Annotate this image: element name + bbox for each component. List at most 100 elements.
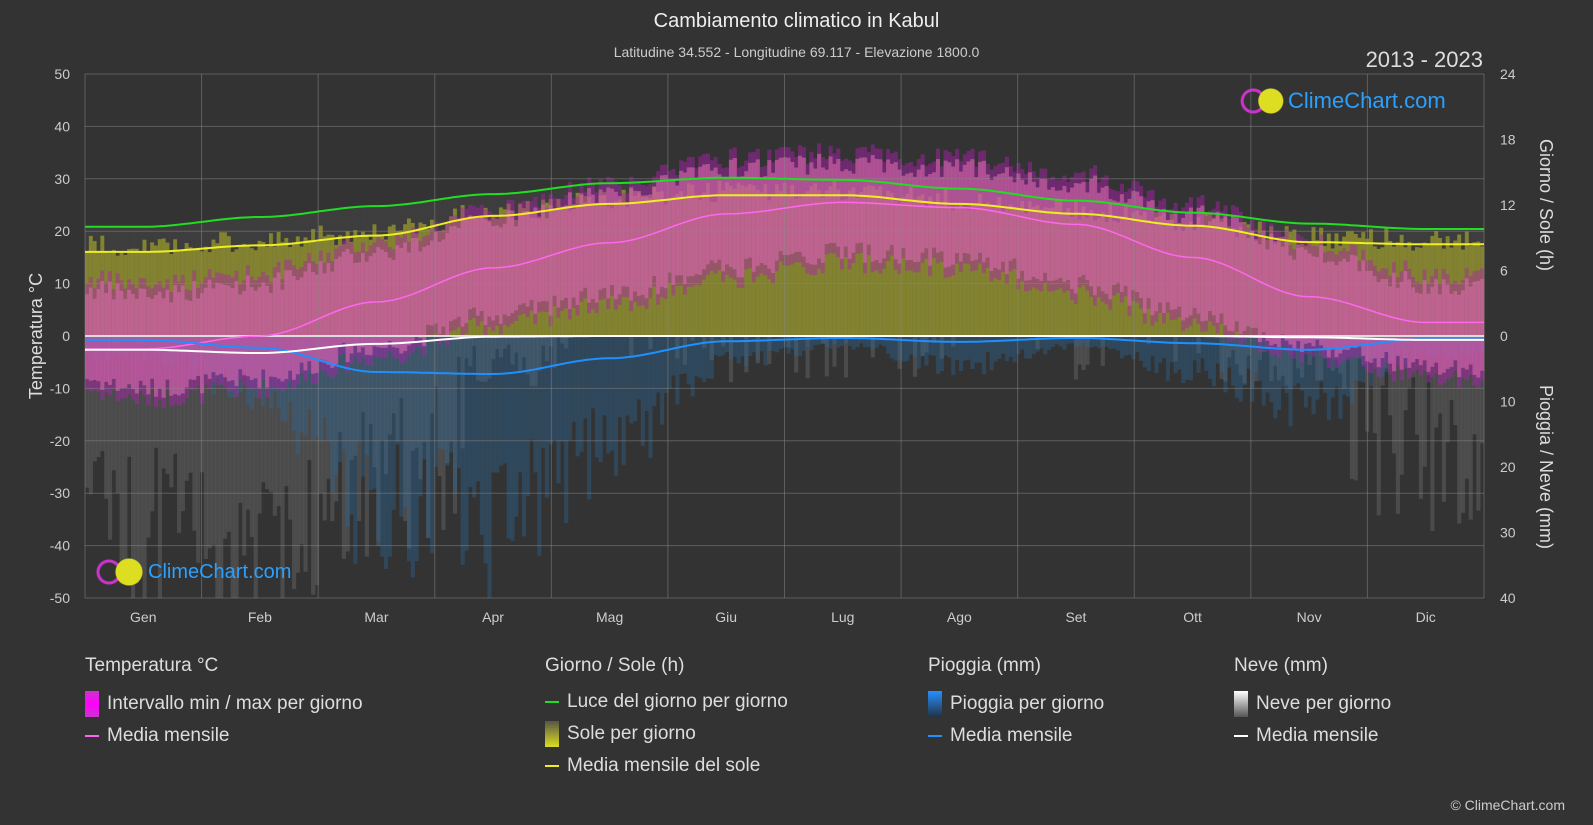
snow-bar	[1399, 336, 1404, 475]
temp-range-bar	[1185, 213, 1190, 318]
rain-bar	[855, 336, 860, 348]
rain-bar	[1020, 336, 1025, 350]
temp-range-bar	[253, 290, 258, 379]
rain-bar	[1211, 336, 1216, 387]
snow-bar	[192, 336, 197, 531]
rain-bar	[1142, 336, 1148, 368]
snow-bar	[1296, 336, 1301, 369]
sun-bar	[843, 199, 849, 336]
rain-bar	[874, 336, 879, 348]
snow-bar	[353, 336, 358, 456]
snow-bar	[514, 336, 519, 353]
rain-bar	[464, 336, 469, 551]
snow-bar	[111, 336, 116, 471]
temp-range-bar	[1146, 201, 1151, 299]
snow-bar	[242, 336, 247, 556]
snow-bar	[1219, 336, 1224, 380]
snow-bar	[939, 336, 944, 359]
legend-title: Giorno / Sole (h)	[545, 655, 685, 676]
temp-range-bar	[1445, 284, 1450, 369]
rain-bar	[1284, 336, 1289, 394]
temp-range-bar	[510, 210, 515, 314]
rain-bar	[1169, 336, 1174, 363]
rain-bar	[698, 336, 703, 378]
rain-bar	[909, 336, 914, 355]
snow-bar	[920, 336, 925, 356]
temp-range-bar	[1070, 187, 1075, 290]
temp-range-bar	[1238, 222, 1243, 334]
temp-range-bar	[1338, 261, 1343, 354]
rain-bar	[441, 336, 446, 450]
snow-bar	[1223, 336, 1228, 382]
snow-bar	[418, 336, 423, 480]
temp-range-bar	[981, 160, 987, 263]
temp-range-bar	[518, 213, 523, 305]
temp-range-bar	[579, 193, 584, 292]
left-tick-label: -20	[50, 433, 70, 449]
rain-bar	[1338, 336, 1343, 419]
rain-bar	[843, 336, 849, 343]
temp-range-bar	[717, 174, 722, 260]
rain-bar	[544, 336, 550, 498]
sun-bar	[713, 201, 718, 336]
sun-bar	[146, 251, 151, 336]
temp-range-bar	[1476, 280, 1481, 378]
rain-swatch	[928, 691, 942, 717]
snow-bar	[1441, 336, 1446, 502]
temp-range-bar	[1054, 190, 1059, 280]
rain-bar	[433, 336, 438, 467]
snow-bar	[690, 336, 695, 341]
temp-range-bar	[311, 271, 316, 374]
rain-bar	[932, 336, 937, 356]
sun-bar	[939, 205, 944, 336]
rain-bar	[1158, 336, 1163, 363]
rain-bar	[1300, 336, 1305, 391]
temp-range-bar	[905, 173, 910, 261]
snow-bar	[1242, 336, 1247, 384]
temp-range-bar	[1177, 222, 1182, 307]
snow-bar	[1300, 336, 1305, 378]
rain-bar	[966, 336, 971, 360]
rain-bar	[598, 336, 603, 463]
temp-range-bar	[468, 215, 473, 310]
rain-bar	[1265, 336, 1270, 393]
temp-range-bar	[763, 176, 768, 265]
temp-range-bar	[1139, 196, 1144, 299]
right-tick-label: 40	[1500, 590, 1516, 606]
temp-range-bar	[544, 218, 550, 302]
sun-bar	[916, 196, 921, 336]
sun-bar	[169, 253, 174, 336]
temp-range-bar	[498, 227, 504, 324]
rain-bar	[759, 336, 764, 352]
snow-bar	[280, 336, 285, 598]
snow-bar	[337, 336, 343, 433]
temp-range-bar	[1353, 255, 1358, 348]
snow-bar	[123, 336, 128, 566]
sun-bar	[928, 196, 933, 336]
temp-range-bar	[437, 241, 442, 334]
temp-range-bar	[495, 225, 500, 316]
temp-range-bar	[521, 211, 527, 304]
rain-bar	[1231, 336, 1236, 386]
rain-bar	[479, 336, 484, 535]
rain-bar	[414, 336, 419, 562]
snow-bar	[1445, 336, 1450, 443]
temp-range-bar	[211, 288, 216, 373]
rain-bar	[1280, 336, 1285, 387]
temp-range-bar	[1418, 293, 1423, 366]
temp-range-bar	[1261, 230, 1266, 332]
snow-bar	[629, 336, 634, 359]
temp-range-bar	[1464, 278, 1469, 370]
snow-bar	[422, 336, 427, 442]
rain-bar	[1311, 336, 1316, 415]
rain-bar	[621, 336, 626, 466]
temp-range-bar	[506, 210, 511, 317]
sun-bar	[882, 199, 887, 336]
snow-bar	[127, 336, 132, 457]
temp-range-bar	[1441, 279, 1446, 373]
temp-range-bar	[748, 162, 753, 258]
sun-bar	[981, 204, 987, 336]
temp-range-bar	[272, 277, 277, 378]
rain-bar	[728, 336, 734, 360]
temp-range-bar	[1242, 234, 1247, 331]
